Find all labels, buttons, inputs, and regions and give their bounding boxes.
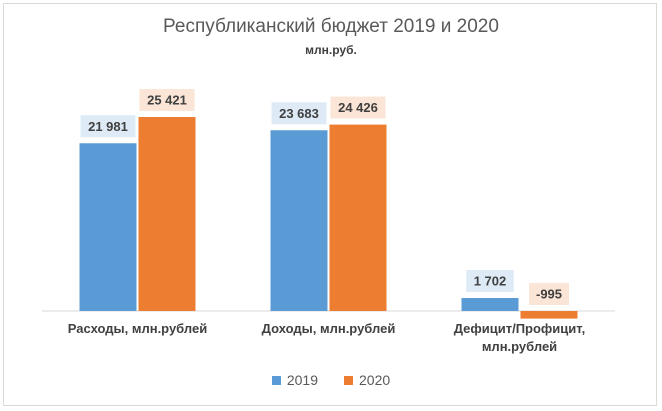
data-label-2019-2: 23 683	[279, 106, 319, 121]
legend-swatch-2020	[344, 375, 353, 385]
bar-2020-2	[329, 124, 387, 312]
data-label-2020-1: 25 421	[147, 93, 187, 108]
legend-swatch-2019	[271, 375, 281, 385]
bar-2020-1	[138, 117, 196, 311]
data-label-bg-2020-2	[330, 96, 386, 119]
legend: 2019 2020	[0, 372, 662, 388]
bar-2020-3	[520, 311, 578, 319]
data-label-2019-1: 21 981	[88, 119, 128, 134]
category-label-3-1: Дефицит/Профицит,	[454, 321, 586, 336]
category-label-1-1: Расходы, млн.рублей	[68, 321, 207, 336]
data-label-2020-3: -995	[536, 287, 562, 302]
legend-label-2020: 2020	[359, 372, 391, 388]
data-label-bg-2019-2	[271, 102, 327, 125]
legend-item-2020: 2020	[344, 372, 390, 388]
data-label-bg-2020-3	[529, 283, 569, 305]
category-label-2-1: Доходы, млн.рублей	[262, 321, 396, 336]
data-label-bg-2019-1	[80, 115, 136, 138]
chart-title: Республиканский бюджет 2019 и 2020	[163, 16, 499, 37]
data-label-bg-2019-3	[466, 270, 514, 293]
data-label-2020-2: 24 426	[338, 100, 378, 115]
legend-item-2019: 2019	[271, 372, 318, 388]
data-label-bg-2020-1	[139, 89, 195, 111]
legend-label-2019: 2019	[286, 372, 318, 388]
bar-2019-1	[79, 143, 137, 311]
data-label-2019-3: 1 702	[474, 274, 507, 289]
category-label-3-2: млн.рублей	[482, 339, 557, 354]
chart-subtitle: млн.руб.	[305, 43, 357, 57]
bar-2019-3	[461, 298, 519, 311]
bar-2019-2	[270, 130, 328, 311]
